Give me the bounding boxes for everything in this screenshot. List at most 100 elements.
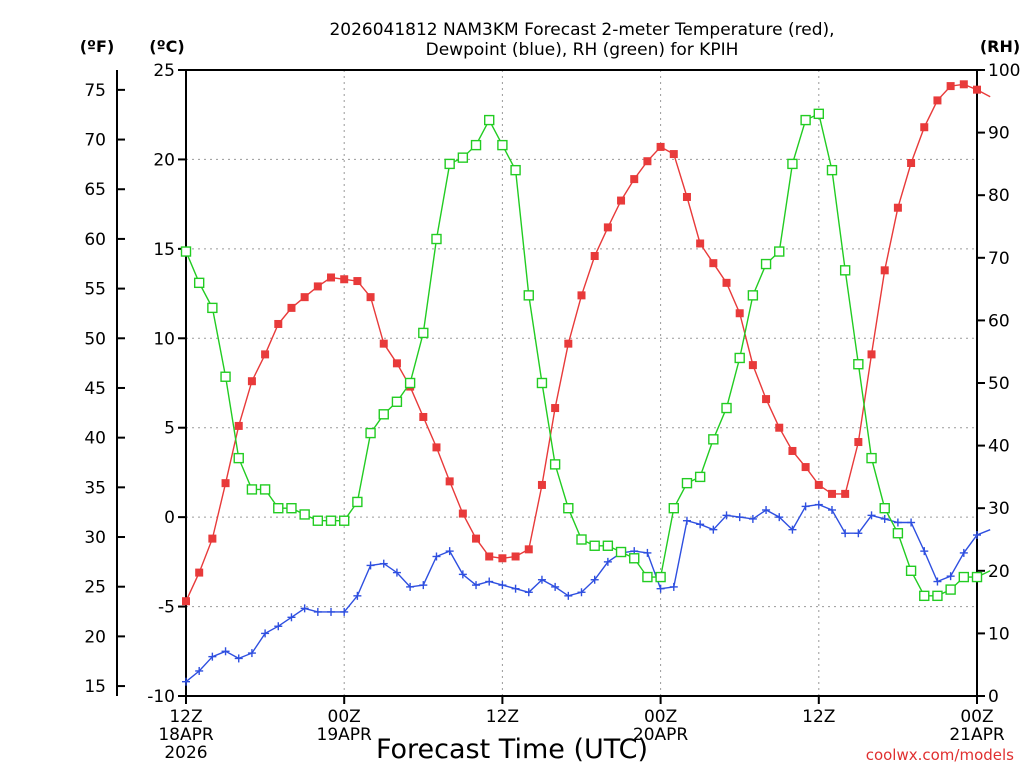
rh-tick-label: 80 [988, 186, 1010, 206]
x-tick-label: 20APR [633, 725, 689, 745]
temperature-point [748, 361, 757, 370]
temperature-point [472, 534, 481, 543]
temperature-point [775, 423, 784, 432]
temperature-point [577, 291, 586, 300]
rh-point [233, 452, 244, 464]
temperature-point [537, 480, 546, 489]
rh-point [853, 359, 864, 370]
temperature-point [551, 404, 560, 413]
dewpoint-point [656, 584, 665, 593]
rh-point [826, 164, 838, 176]
x-axis-label: Forecast Time (UTC) [376, 734, 648, 765]
rh-point [747, 290, 759, 301]
dewpoint-point [854, 529, 863, 538]
dewpoint-point [762, 505, 771, 514]
temperature-point [208, 534, 217, 543]
rh-point [721, 402, 732, 414]
fahrenheit-tick-label: 65 [84, 180, 106, 200]
rh-point [800, 114, 811, 126]
rh-tick-label: 10 [988, 624, 1010, 644]
rh-point [615, 546, 627, 558]
temperature-point [287, 303, 296, 312]
temperature-point [498, 554, 507, 563]
fahrenheit-tick-label: 45 [84, 379, 106, 399]
dewpoint-point [537, 575, 546, 584]
dewpoint-point [458, 570, 467, 579]
celsius-tick-label: -5 [158, 598, 175, 618]
temperature-point [379, 339, 388, 348]
fahrenheit-tick-label: 50 [84, 329, 106, 349]
temperature-point [735, 309, 744, 318]
rh-point [629, 553, 640, 564]
rh-point [681, 477, 693, 489]
dewpoint-point [353, 591, 362, 600]
rh-point [708, 434, 719, 445]
temperature-point [234, 421, 243, 430]
fahrenheit-tick-label: 70 [84, 131, 106, 151]
rh-point [378, 409, 389, 420]
rh-point [919, 590, 930, 602]
dewpoint-point [696, 520, 705, 529]
dewpoint-point [313, 607, 322, 616]
dewpoint-point [577, 588, 586, 597]
temperature-point [946, 82, 955, 91]
temperature-point [867, 350, 876, 359]
rh-point [932, 590, 943, 602]
dewpoint-point [234, 654, 243, 663]
celsius-tick-label: -10 [147, 687, 175, 707]
celsius-tick-label: 20 [153, 150, 175, 170]
temperature-point [854, 438, 863, 447]
rh-point [813, 108, 824, 120]
dewpoint-point [511, 584, 520, 593]
rh-point [774, 246, 785, 257]
temperature-point [300, 293, 309, 302]
dewpoint-point [247, 649, 256, 658]
temperature-point [617, 196, 626, 205]
grid-lines [186, 70, 977, 696]
rh-point [734, 352, 745, 364]
temperature-point [682, 192, 691, 201]
axes: -10 -5 0 5 10 15 20 25 15 20 25 30 35 40 45 50 55 60 65 70 7… [84, 61, 1020, 763]
dewpoint-point [379, 559, 388, 568]
dewpoint-point [340, 607, 349, 616]
temperature-point [669, 150, 678, 159]
fahrenheit-unit-label: (ºF) [80, 37, 115, 56]
rh-point [536, 377, 548, 389]
fahrenheit-tick-label: 15 [84, 677, 106, 697]
rh-point [892, 528, 904, 539]
temperature-point [762, 395, 771, 404]
temperature-point [959, 80, 968, 89]
rh-point [787, 158, 798, 170]
dewpoint-point [801, 502, 810, 511]
x-tick-label: 19APR [317, 725, 373, 745]
series-line-dewpoint [185, 503, 991, 683]
dewpoint-point [195, 666, 204, 675]
series-line-2-meter-temperature [185, 83, 991, 602]
temperature-point [392, 359, 401, 368]
rh-point [431, 233, 442, 245]
rh-point [180, 246, 192, 257]
rh-point [404, 377, 416, 389]
fahrenheit-tick-label: 35 [84, 478, 106, 498]
dewpoint-point [959, 548, 968, 557]
temperature-point [841, 489, 850, 498]
rh-point [339, 515, 350, 526]
rh-point [523, 290, 534, 301]
celsius-tick-label: 10 [153, 329, 175, 349]
dewpoint-point [406, 582, 415, 591]
rh-point [246, 484, 258, 495]
dewpoint-point [221, 647, 230, 656]
temperature-point [696, 239, 705, 248]
rh-point [971, 571, 983, 583]
rh-unit-label: (RH) [980, 37, 1020, 56]
rh-point [299, 509, 310, 520]
rh-point [365, 427, 376, 439]
rh-tick-label: 60 [988, 311, 1010, 331]
dewpoint-point [920, 547, 929, 556]
dewpoint-point [524, 588, 533, 597]
rh-point [879, 503, 890, 514]
dewpoint-point [709, 525, 718, 534]
x-tick-label: 12Z [486, 707, 519, 727]
x-tick-label: 00Z [960, 707, 993, 727]
temperature-point [327, 273, 336, 282]
